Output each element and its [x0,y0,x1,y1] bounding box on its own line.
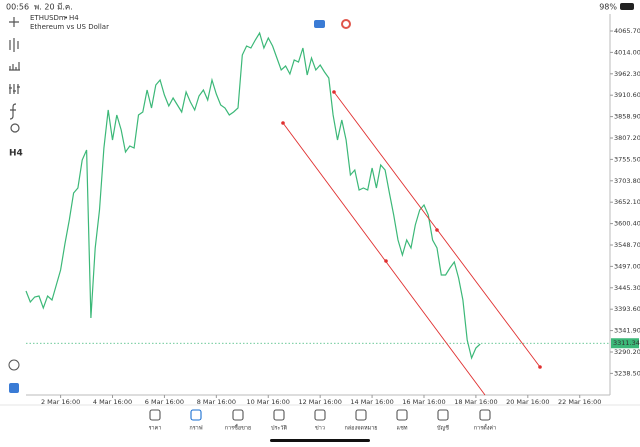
nav-icon [232,409,244,421]
anchor [332,90,336,94]
y-tick-label: 3290.20 [614,348,640,356]
anchor [384,259,388,263]
description: Ethereum vs US Dollar [30,23,109,31]
plot: 4065.70 4014.00 3962.30 3910.60 3858.90 3807.… [25,27,640,406]
nav-item[interactable]: ประวัติ [271,409,287,432]
x-tick-label: 4 Mar 16:00 [93,398,132,406]
symbol: ETHUSDm [30,14,66,22]
trade-button[interactable] [314,20,325,28]
nav-item[interactable]: การซื้อขาย [225,409,251,432]
function-tool[interactable] [9,103,17,120]
battery-icon [620,3,634,10]
nav-icon [273,409,285,421]
status-battery: 98% [599,3,617,12]
y-tick-label: 3652.10 [614,198,640,206]
chart-type-tool[interactable] [9,38,19,52]
nav-label: ประวัติ [271,425,287,432]
nav-icon [437,409,449,421]
current-price-box [611,338,639,349]
x-tick-label: 20 Mar 16:00 [506,398,549,406]
status-date: พ. 20 มี.ค. [34,3,73,12]
y-tick-label: 3703.80 [614,177,640,185]
y-tick-label: 3910.60 [614,91,640,99]
y-tick-label: 3445.30 [614,284,640,292]
y-tick-label: 3755.50 [614,155,640,163]
nav-label: การซื้อขาย [225,424,251,432]
x-tick-label: 18 Mar 16:00 [454,398,497,406]
nav-item[interactable]: แชท [396,409,408,432]
x-tick-label: 10 Mar 16:00 [247,398,290,406]
y-tick-label: 3393.60 [614,305,640,313]
home-indicator [270,439,370,442]
x-tick-label: 16 Mar 16:00 [402,398,445,406]
settings-tool[interactable] [9,84,20,94]
nav-icon [149,409,161,421]
anchor [435,228,439,232]
y-tick-label: 3858.90 [614,113,640,121]
objects-tool[interactable] [10,123,20,133]
bottom-nav: ราคา กราฟ การซื้อขาย ประวัติ ข่าว กล่องจดหมาย… [149,409,496,432]
nav-item[interactable]: ข่าว [314,409,326,432]
nav-label: แชท [397,425,408,432]
timeframe-button[interactable]: H4 [9,149,23,159]
nav-item[interactable]: บัญชี [437,409,449,432]
timeframe-label: H4 [69,14,79,22]
y-tick-label: 3548.70 [614,241,640,249]
indicators-tool[interactable] [9,62,20,71]
y-tick-label: 3341.90 [614,327,640,335]
y-tick-label: 4065.70 [614,27,640,35]
anchor [281,121,285,125]
trend-points [281,90,542,369]
trend-line[interactable] [282,122,486,396]
nav-icon [396,409,408,421]
y-tick-label: 3497.00 [614,262,640,270]
y-tick-label: 3962.30 [614,70,640,78]
x-tick-label: 8 Mar 16:00 [197,398,236,406]
current-price-label: 3311.34 [613,339,640,347]
one-click-tool[interactable] [9,383,19,393]
status-time: 00:56 [6,3,29,12]
nav-item[interactable]: กราฟ [189,409,203,432]
left-toolbar[interactable] [9,17,20,133]
crosshair-tool[interactable] [9,17,19,27]
nav-icon [314,409,326,421]
x-tick-label: 14 Mar 16:00 [350,398,393,406]
y-tick-label: 3600.40 [614,220,640,228]
nav-label: ราคา [149,426,162,432]
zoom-tool[interactable] [8,359,20,371]
x-tick-label: 12 Mar 16:00 [298,398,341,406]
nav-label: ข่าว [315,426,325,432]
x-tick-label: 6 Mar 16:00 [145,398,184,406]
nav-label: กล่องจดหมาย [344,426,377,432]
x-tick-label: 22 Mar 16:00 [558,398,601,406]
nav-label: กราฟ [189,425,202,432]
nav-icon [190,409,202,421]
nav-item[interactable]: การตั้งค่า [474,409,496,432]
nav-item[interactable]: กล่องจดหมาย [344,409,378,432]
nav-label: การตั้งค่า [474,424,496,432]
nav-icon [355,409,367,421]
y-tick-label: 4014.00 [614,48,640,56]
nav-item[interactable]: ราคา [149,409,162,432]
y-tick-label: 3807.20 [614,134,640,142]
signal-button[interactable] [341,19,351,29]
nav-label: บัญชี [437,425,449,432]
separator: • [64,14,68,22]
y-tick-label: 3238.50 [614,369,640,377]
price-line [25,31,481,360]
nav-icon [479,409,491,421]
x-tick-label: 2 Mar 16:00 [41,398,80,406]
anchor [538,365,542,369]
